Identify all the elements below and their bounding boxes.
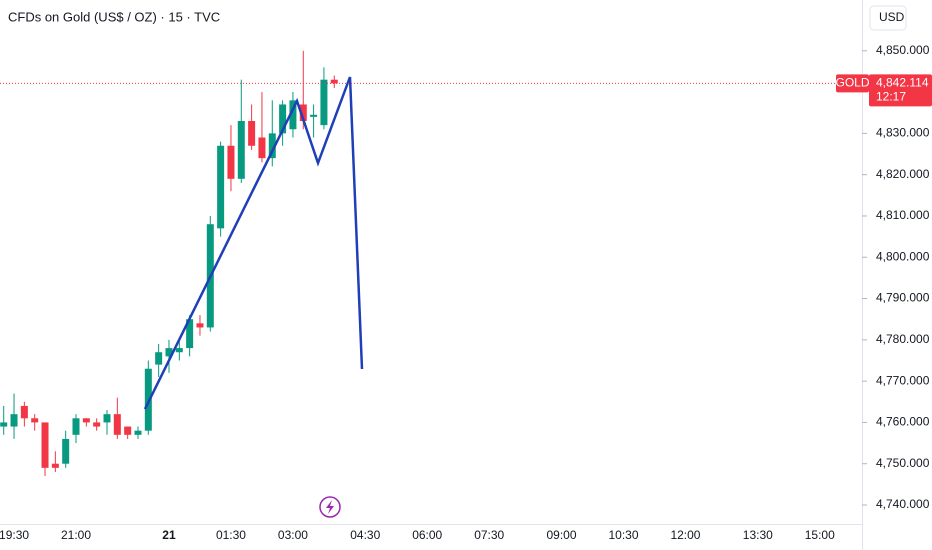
candle-body xyxy=(134,430,142,435)
drawn-projection-line xyxy=(143,76,364,410)
candle-body xyxy=(93,422,101,427)
candle-body xyxy=(289,100,297,130)
x-tick-label: 21:00 xyxy=(61,528,91,542)
x-tick-label: 04:30 xyxy=(350,528,380,542)
y-tick-label: 4,780.000 xyxy=(876,332,930,346)
symbol-badge xyxy=(836,74,869,93)
candle-body xyxy=(51,463,59,468)
candle-body xyxy=(258,137,266,159)
symbol-label: GOLD xyxy=(835,76,869,90)
currency-label[interactable]: USD xyxy=(879,10,905,24)
y-tick-label: 4,790.000 xyxy=(876,291,930,305)
x-tick-label: 09:00 xyxy=(547,528,577,542)
y-tick-label: 4,810.000 xyxy=(876,208,930,222)
x-tick-label: 21 xyxy=(162,528,176,542)
candle-body xyxy=(310,114,318,117)
y-tick-label: 4,830.000 xyxy=(876,126,930,140)
candle-body xyxy=(113,414,121,435)
candle-body xyxy=(237,120,245,179)
candle-body xyxy=(41,422,49,468)
candle-body xyxy=(10,414,18,427)
x-tick-label: 06:00 xyxy=(412,528,442,542)
candle-body xyxy=(279,104,287,134)
y-tick-label: 4,850.000 xyxy=(876,43,930,57)
candle-body xyxy=(299,104,307,121)
lightning-icon[interactable] xyxy=(319,496,341,518)
candle-body xyxy=(175,348,183,353)
x-tick-label: 03:00 xyxy=(278,528,308,542)
candle-body xyxy=(330,79,338,84)
y-tick-label: 4,770.000 xyxy=(876,373,930,387)
candle-body xyxy=(82,418,90,423)
candle-body xyxy=(248,120,256,146)
x-tick-label: 13:30 xyxy=(743,528,773,542)
candle-body xyxy=(155,352,163,365)
candle-body xyxy=(165,348,173,357)
x-tick-label: 15:00 xyxy=(805,528,835,542)
countdown-label: 12:17 xyxy=(876,90,906,104)
candle-body xyxy=(31,418,39,423)
candle-body xyxy=(124,426,132,435)
candle-body xyxy=(0,422,8,427)
x-tick-label: 12:00 xyxy=(670,528,700,542)
candle-body xyxy=(320,79,328,126)
chart-title: CFDs on Gold (US$ / OZ) · 15 · TVC xyxy=(8,9,220,24)
x-tick-label: 19:30 xyxy=(0,528,29,542)
candle-body xyxy=(268,133,276,159)
x-tick-label: 07:30 xyxy=(474,528,504,542)
candle-body xyxy=(72,418,80,435)
price-badge xyxy=(869,74,932,107)
y-tick-label: 4,760.000 xyxy=(876,415,930,429)
currency-button[interactable] xyxy=(869,5,907,31)
candle-body xyxy=(217,145,225,229)
x-tick-label: 10:30 xyxy=(608,528,638,542)
y-tick-label: 4,820.000 xyxy=(876,167,930,181)
x-tick-label: 01:30 xyxy=(216,528,246,542)
y-tick-label: 4,800.000 xyxy=(876,249,930,263)
price-label: 4,842.114 xyxy=(876,76,929,90)
y-tick-label: 4,740.000 xyxy=(876,497,930,511)
candle-body xyxy=(62,438,70,464)
candle-body xyxy=(186,319,194,349)
candle-body xyxy=(196,323,204,328)
candle-body xyxy=(227,145,235,179)
y-tick-label: 4,750.000 xyxy=(876,456,930,470)
candle-body xyxy=(103,414,111,423)
candle-body xyxy=(20,405,28,419)
